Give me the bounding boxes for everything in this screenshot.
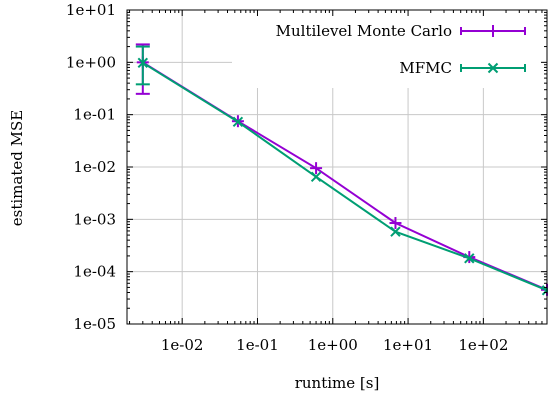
y-tick-label: 1e+00 bbox=[66, 53, 116, 71]
legend: Multilevel Monte Carlo MFMC bbox=[276, 22, 526, 77]
legend-label: Multilevel Monte Carlo bbox=[276, 22, 452, 40]
y-tick-label: 1e-04 bbox=[73, 263, 116, 281]
axis-ticks: 1e-02 1e-01 1e+00 1e+01 1e+02 1e-05 1e-04 1e-03… bbox=[66, 1, 547, 354]
y-tick-label: 1e-02 bbox=[73, 158, 116, 176]
data-point-d2 bbox=[232, 116, 244, 128]
y-tick-label: 1e+01 bbox=[66, 1, 116, 19]
legend-marker-d2 bbox=[487, 62, 499, 74]
y-tick-label: 1e-03 bbox=[73, 210, 116, 228]
x-tick-label: 1e-02 bbox=[161, 336, 204, 354]
legend-label: MFMC bbox=[399, 59, 452, 77]
series-line bbox=[142, 61, 548, 292]
series-mlmc bbox=[135, 43, 548, 296]
series-mfmc bbox=[135, 45, 548, 296]
x-axis-label: runtime [s] bbox=[295, 374, 380, 392]
grid bbox=[127, 10, 547, 324]
x-tick-label: 1e+02 bbox=[458, 336, 508, 354]
y-axis-label: estimated MSE bbox=[8, 110, 26, 226]
data-point-d2 bbox=[464, 253, 475, 264]
data-point-d2 bbox=[390, 226, 401, 237]
x-tick-label: 1e-01 bbox=[236, 336, 279, 354]
y-tick-label: 1e-01 bbox=[73, 106, 116, 124]
series-line bbox=[142, 61, 548, 291]
y-tick-label: 1e-05 bbox=[73, 315, 116, 333]
data-point-d2 bbox=[310, 171, 322, 182]
x-tick-label: 1e+00 bbox=[308, 336, 358, 354]
series-layer bbox=[135, 43, 548, 296]
x-tick-label: 1e+01 bbox=[383, 336, 433, 354]
